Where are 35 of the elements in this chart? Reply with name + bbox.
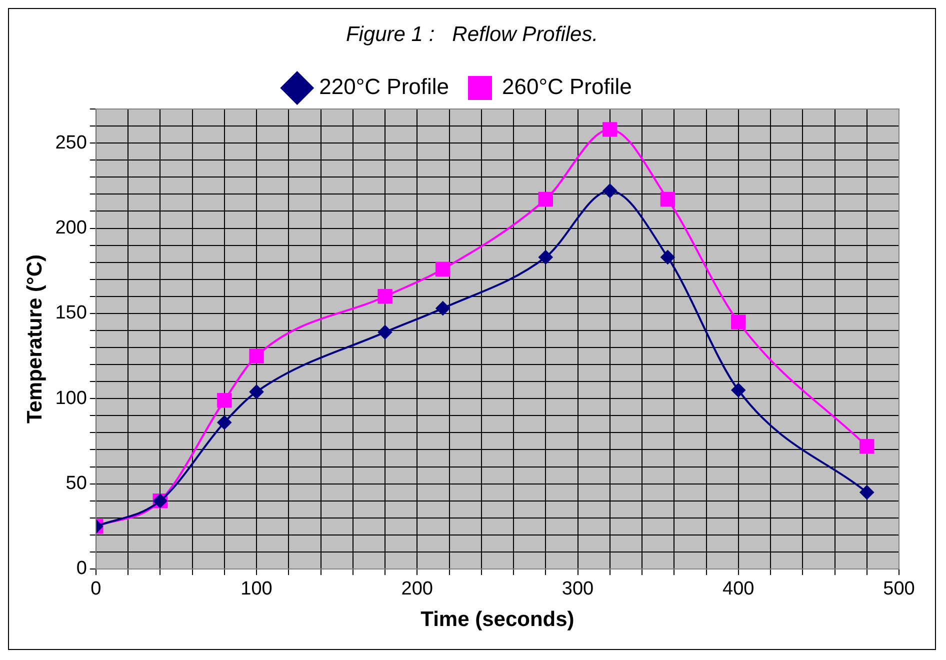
point: [660, 250, 675, 264]
y-axis-title: Temperature (°C): [23, 254, 46, 424]
point: [378, 325, 392, 340]
point: [435, 262, 450, 277]
point: [250, 384, 264, 399]
legend-label: 260°C Profile: [502, 74, 632, 100]
y-tick-label: 50: [66, 473, 87, 494]
point: [860, 438, 874, 454]
x-tick-label: 400: [722, 578, 754, 600]
x-tick-label: 200: [401, 578, 433, 600]
y-tick-label: 150: [55, 302, 87, 324]
point: [436, 301, 450, 316]
x-tick-label: 100: [240, 578, 272, 600]
y-tick-label: 100: [55, 388, 87, 409]
point: [538, 250, 553, 264]
legend-label: 220°C Profile: [319, 74, 450, 100]
y-tick-label: 0: [76, 558, 87, 580]
x-tick-label: 0: [90, 578, 102, 600]
chart-title: Figure 1 : Reflow Profiles.: [344, 22, 600, 48]
point: [731, 314, 746, 330]
point: [602, 122, 618, 137]
point: [731, 383, 746, 398]
point: [860, 485, 874, 500]
point: [217, 415, 232, 430]
point: [217, 392, 232, 408]
point: [249, 348, 264, 364]
x-tick-label: 500: [883, 578, 915, 600]
point: [378, 289, 392, 304]
x-tick-label: 300: [562, 578, 594, 600]
point: [538, 192, 553, 207]
point: [602, 184, 617, 198]
y-tick-label: 250: [55, 132, 87, 154]
point: [660, 192, 676, 207]
x-axis-title: Time (seconds): [420, 608, 574, 632]
y-tick-label: 200: [55, 217, 87, 238]
